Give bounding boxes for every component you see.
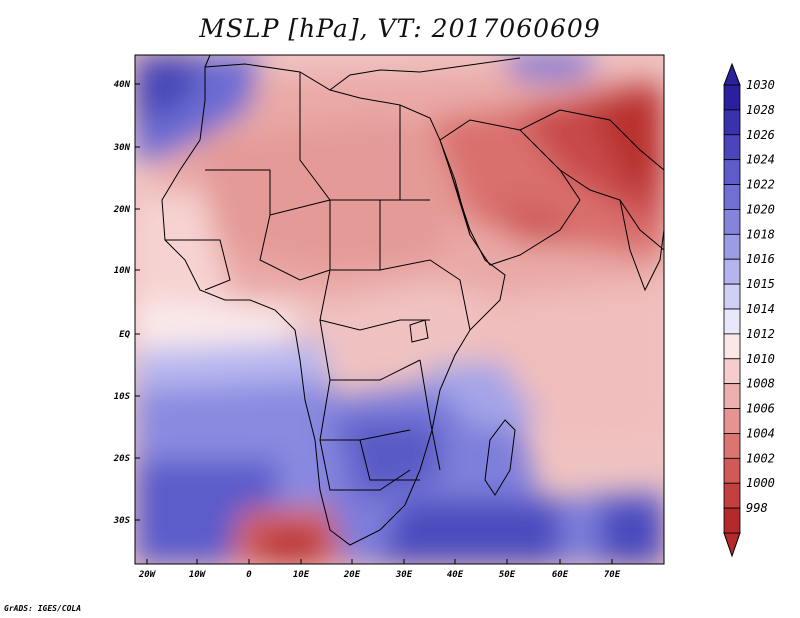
colorbar-label: 1004	[746, 426, 775, 440]
colorbar-swatch	[723, 358, 741, 385]
lat-label: 30N	[113, 143, 131, 153]
colorbar-label: 1006	[746, 402, 775, 416]
lon-label: 70E	[604, 570, 621, 580]
colorbar-swatch	[723, 283, 741, 310]
colorbar-swatch	[723, 433, 741, 459]
pressure-field	[135, 55, 664, 564]
colorbar-label: 1030	[746, 78, 775, 92]
lat-label: 10N	[114, 266, 131, 276]
colorbar-swatch	[723, 109, 741, 136]
lat-label: 40N	[114, 80, 131, 90]
colorbar-swatch	[723, 159, 741, 185]
grads-credit: GrADS: IGES/COLA	[4, 604, 82, 613]
colorbar-swatch	[723, 333, 741, 360]
colorbar-top-arrow	[723, 62, 741, 86]
colorbar-label: 1015	[746, 277, 775, 291]
lon-label: 10E	[293, 570, 310, 580]
colorbar-swatch	[723, 209, 741, 235]
map-title: MSLP [hPa], VT: 2017060609	[199, 14, 601, 43]
lon-label: 0	[246, 570, 252, 580]
lon-label: 60E	[552, 570, 569, 580]
lat-label: 20N	[113, 205, 131, 215]
colorbar-label: 1026	[746, 128, 775, 142]
lon-label: 40E	[447, 570, 464, 580]
longitude-labels: 20W 10W 0 10E 20E 30E 40E 50E 60E 70E	[138, 570, 621, 580]
lat-label: 20S	[113, 454, 131, 464]
colorbar-swatch	[723, 408, 741, 434]
colorbar-swatch	[723, 84, 741, 111]
latitude-labels: 40N 30N 20N 10N EQ 10S 20S 30S	[113, 80, 131, 526]
colorbar-label: 1024	[746, 153, 775, 167]
colorbar-swatch	[723, 308, 741, 335]
colorbar-label: 1012	[746, 327, 775, 341]
colorbar-swatch	[723, 507, 741, 534]
colorbar-label: 1010	[746, 352, 775, 366]
lon-label: 30E	[395, 570, 413, 580]
colorbar-label: 1008	[746, 377, 775, 391]
colorbar: 1030 1028 1026 1024 1022 1020 1018 1016 1015 1014…	[723, 62, 775, 558]
lat-label: EQ	[119, 330, 130, 340]
colorbar-swatch	[723, 233, 741, 260]
colorbar-swatch	[723, 258, 741, 285]
colorbar-swatch	[723, 134, 741, 161]
colorbar-swatch	[723, 482, 741, 509]
lon-label: 10W	[189, 570, 207, 580]
colorbar-label: 1028	[746, 103, 775, 117]
lon-label: 50E	[499, 570, 516, 580]
colorbar-swatch	[723, 457, 741, 484]
colorbar-label: 1000	[746, 476, 775, 490]
colorbar-bottom-arrow	[723, 532, 741, 558]
lat-label: 30S	[113, 516, 131, 526]
colorbar-label: 998	[746, 501, 768, 515]
colorbar-label: 1018	[746, 227, 775, 241]
map-frame	[134, 54, 665, 565]
colorbar-label: 1016	[746, 252, 775, 266]
colorbar-swatch	[723, 184, 741, 210]
colorbar-swatch	[723, 383, 741, 409]
lat-label: 10S	[114, 392, 131, 402]
colorbar-label: 1014	[746, 302, 775, 316]
coastlines	[161, 55, 664, 546]
lon-label: 20W	[138, 570, 157, 580]
colorbar-label: 1022	[746, 178, 775, 192]
axis-ticks	[135, 83, 613, 564]
lon-label: 20E	[343, 570, 361, 580]
colorbar-label: 1002	[746, 451, 775, 465]
colorbar-label: 1020	[746, 202, 775, 216]
